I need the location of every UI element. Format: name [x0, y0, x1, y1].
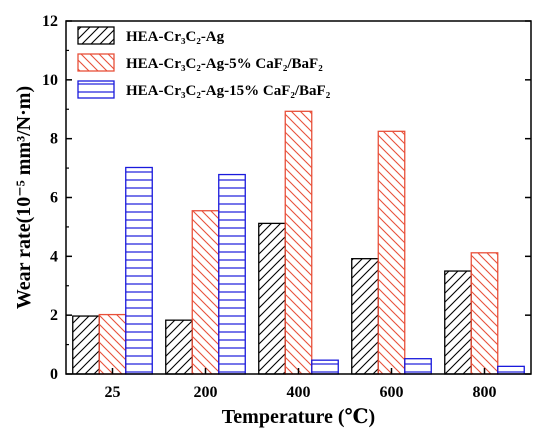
bar-series-2-200 — [191, 210, 220, 375]
bar-series-3-800 — [497, 365, 525, 375]
bar-series-2-600 — [377, 130, 406, 375]
bar-series-3-400 — [311, 359, 339, 375]
x-tick-label: 600 — [380, 384, 404, 401]
legend-swatch-series-2 — [77, 53, 115, 72]
y-axis-title: Wear rate(10⁻⁵ mm³/N·m) — [13, 86, 35, 309]
legend: HEA-Cr₃C₂-Ag HEA-Cr₃C₂-Ag-5% CaF₂/BaF₂ HEA… — [77, 26, 331, 99]
bar-series-2-25 — [98, 313, 127, 375]
legend-label-series-3: HEA-Cr₃C₂-Ag-15% CaF₂/BaF₂ — [126, 83, 331, 99]
bar-series-1-25 — [72, 315, 100, 375]
y-tick-label: 2 — [50, 307, 58, 324]
y-tick-label: 12 — [42, 13, 58, 30]
x-tick-label: 800 — [473, 384, 497, 401]
bar-series-1-800 — [444, 270, 472, 375]
x-tick-label: 25 — [105, 384, 121, 401]
legend-label-series-1: HEA-Cr₃C₂-Ag — [126, 29, 225, 45]
legend-swatch-series-1 — [77, 26, 115, 45]
bar-series-1-400 — [258, 222, 286, 375]
y-tick-label: 8 — [50, 131, 58, 148]
bar-series-2-400 — [284, 110, 313, 375]
bar-series-3-600 — [404, 358, 432, 375]
y-tick-label: 4 — [50, 248, 58, 265]
bar-series-3-25 — [125, 166, 153, 375]
x-tick-label: 200 — [194, 384, 218, 401]
bar-series-2-800 — [470, 252, 499, 375]
bar-series-1-600 — [351, 258, 379, 375]
bar-series-3-200 — [218, 173, 246, 375]
bar-series-1-200 — [165, 319, 193, 375]
legend-label-series-2: HEA-Cr₃C₂-Ag-5% CaF₂/BaF₂ — [126, 56, 323, 72]
y-tick-label: 6 — [50, 190, 58, 207]
x-tick-label: 400 — [287, 384, 311, 401]
y-tick-label: 0 — [50, 366, 58, 383]
x-axis-title: Temperature (℃) — [222, 406, 375, 428]
legend-swatch-series-3 — [77, 80, 115, 99]
y-tick-label: 10 — [42, 72, 58, 89]
